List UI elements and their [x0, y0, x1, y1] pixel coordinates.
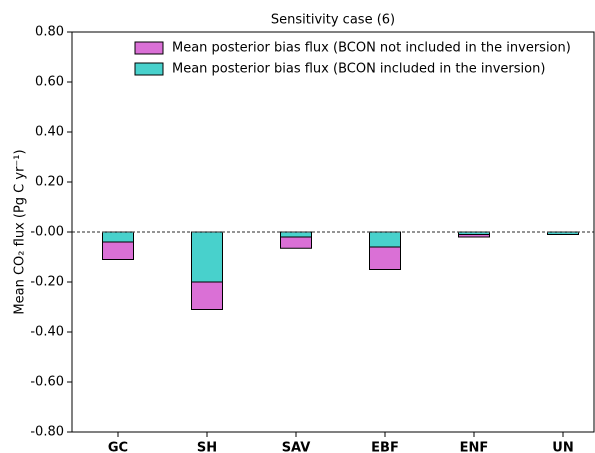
- y-tick-label: -0.20: [30, 275, 64, 290]
- plot-frame: [71, 31, 595, 433]
- x-tick-label: SAV: [282, 441, 311, 453]
- y-tick-label: 0.40: [35, 125, 64, 140]
- bar: [102, 231, 134, 243]
- bar: [369, 231, 401, 248]
- y-tick-label: 0.60: [35, 75, 64, 90]
- x-tick-label: GC: [108, 441, 128, 453]
- legend-label: Mean posterior bias flux (BCON included …: [172, 62, 545, 77]
- x-tick-label: ENF: [460, 441, 489, 453]
- legend-label: Mean posterior bias flux (BCON not inclu…: [172, 41, 571, 56]
- chart-title: Sensitivity case (6): [271, 13, 395, 28]
- y-tick-label: -0.00: [30, 225, 64, 240]
- bar: [280, 231, 312, 238]
- legend-swatch: [134, 41, 164, 55]
- bar: [191, 231, 223, 283]
- y-tick-label: 0.20: [35, 175, 64, 190]
- y-tick-label: -0.60: [30, 375, 64, 390]
- y-tick-label: -0.80: [30, 425, 64, 440]
- x-tick-label: SH: [197, 441, 217, 453]
- x-tick-label: UN: [552, 441, 573, 453]
- y-tick-label: -0.40: [30, 325, 64, 340]
- x-tick-label: EBF: [371, 441, 399, 453]
- legend-swatch: [134, 62, 164, 76]
- y-tick-label: 0.80: [35, 25, 64, 40]
- y-axis-label: Mean CO₂ flux (Pg C yr⁻¹): [13, 149, 28, 314]
